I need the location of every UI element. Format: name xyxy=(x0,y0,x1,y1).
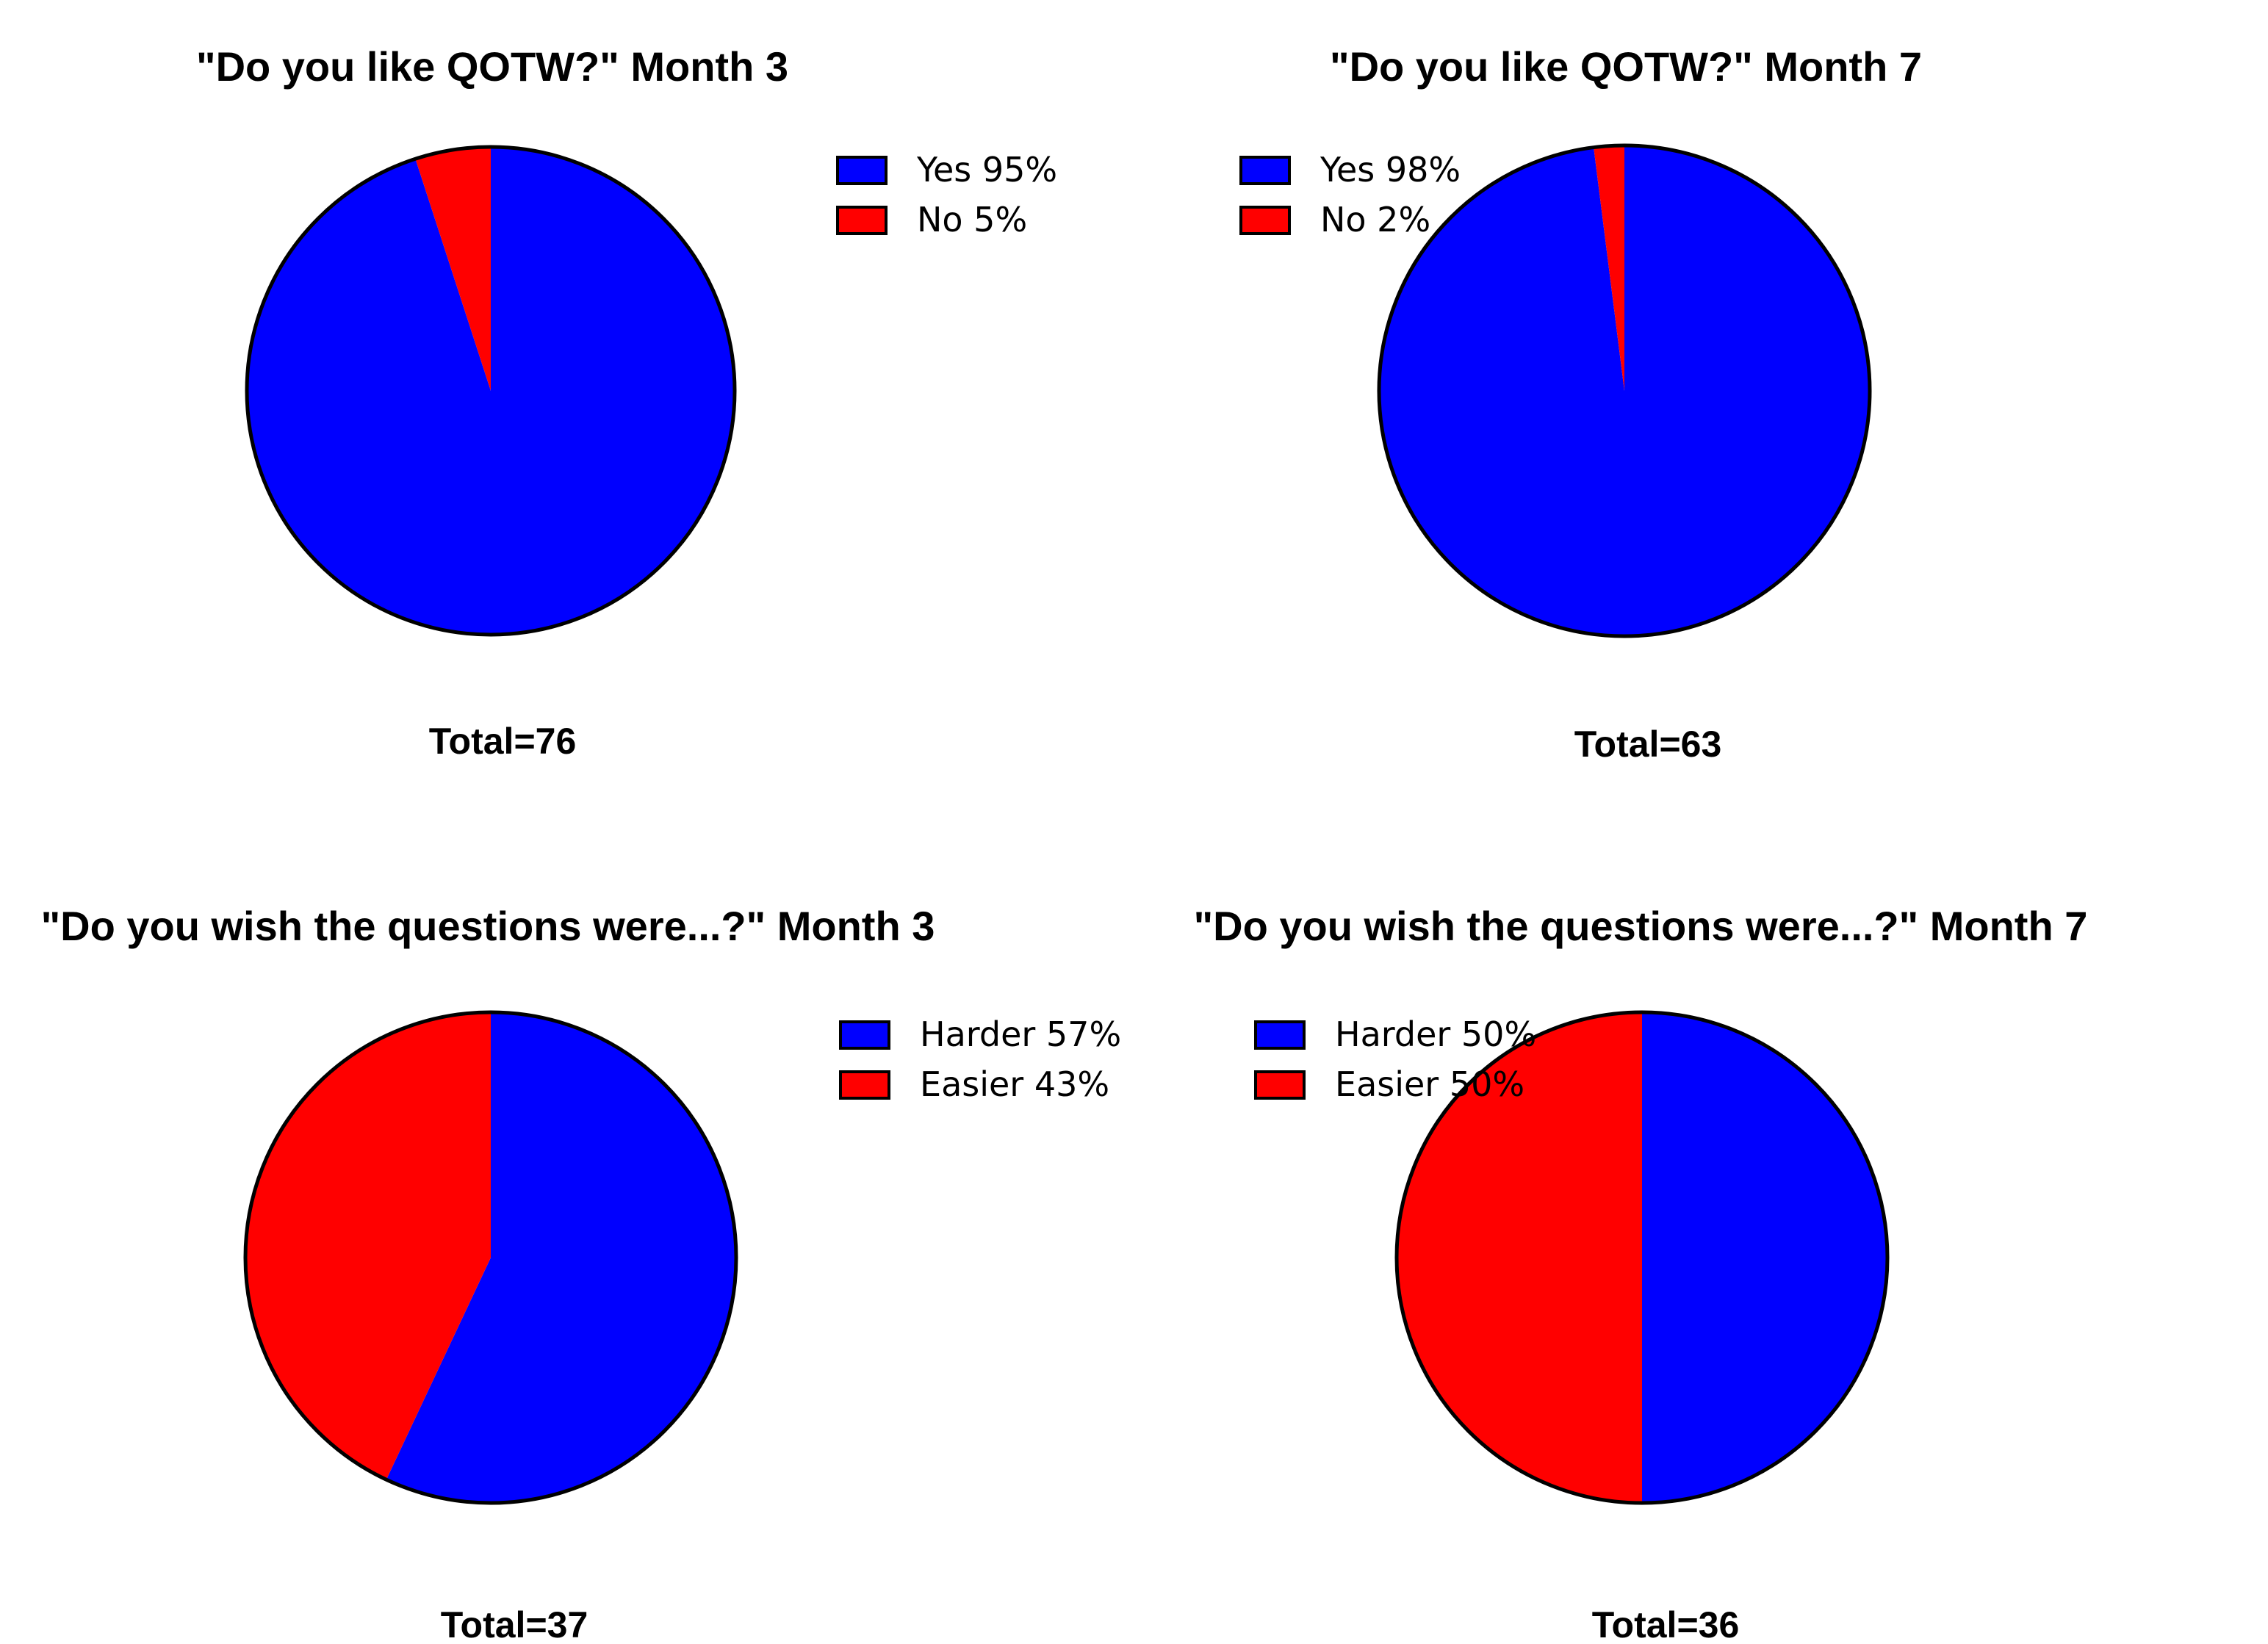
pie-chart-1: "Do you like QOTW?" Month 3 Yes 95% No 5% T… xyxy=(196,43,1057,762)
legend-swatch-easier xyxy=(1254,1070,1306,1100)
pie-chart-panel-3: "Do you wish the questions were...?" Mon… xyxy=(0,822,1134,1644)
legend-swatch-no xyxy=(836,206,888,235)
legend-label-harder: Harder 50% xyxy=(1335,1014,1536,1054)
total-label: Total=76 xyxy=(429,721,577,762)
total-label: Total=36 xyxy=(1592,1604,1740,1644)
pie-outline xyxy=(243,1010,738,1505)
legend-label-no: No 5% xyxy=(917,200,1027,239)
legend-label-no: No 2% xyxy=(1320,200,1430,239)
legend-swatch-harder xyxy=(1254,1020,1306,1050)
chart-title: "Do you like QOTW?" Month 3 xyxy=(196,43,788,90)
pie-slice-harder xyxy=(1642,1012,1887,1503)
pie-slice-easier xyxy=(1397,1012,1642,1503)
legend-label-easier: Easier 50% xyxy=(1335,1064,1524,1104)
pie-slice-easier xyxy=(245,1012,491,1480)
legend-swatch-no xyxy=(1239,206,1291,235)
legend-swatch-yes xyxy=(1239,156,1291,185)
legend-swatch-easier xyxy=(839,1070,890,1100)
pie-slice-no xyxy=(1594,145,1624,391)
legend-swatch-harder xyxy=(839,1020,890,1050)
pie-outline xyxy=(245,145,737,637)
pie-chart-3: "Do you wish the questions were...?" Mon… xyxy=(41,903,1122,1644)
pie-outline xyxy=(1377,143,1872,638)
pie-chart-panel-2: "Do you like QOTW?" Month 7 Yes 98% No 2% T… xyxy=(1134,0,2267,822)
total-label: Total=37 xyxy=(441,1604,588,1644)
pie-chart-panel-1: "Do you like QOTW?" Month 3 Yes 95% No 5% T… xyxy=(0,0,1134,822)
legend-label-yes: Yes 98% xyxy=(1320,150,1461,190)
pie-slice-harder xyxy=(386,1012,736,1503)
total-label: Total=63 xyxy=(1574,724,1722,765)
pie-chart-2: "Do you like QOTW?" Month 7 Yes 98% No 2% T… xyxy=(1239,43,1922,765)
chart-title: "Do you wish the questions were...?" Mon… xyxy=(1194,903,2088,949)
legend-swatch-yes xyxy=(836,156,888,185)
chart-title: "Do you like QOTW?" Month 7 xyxy=(1330,43,1922,90)
pie-chart-4: "Do you wish the questions were...?" Mon… xyxy=(1194,903,2088,1644)
pie-slice-no xyxy=(415,147,491,391)
pie-chart-panel-4: "Do you wish the questions were...?" Mon… xyxy=(1134,822,2267,1644)
legend-label-harder: Harder 57% xyxy=(920,1014,1121,1054)
chart-title: "Do you wish the questions were...?" Mon… xyxy=(41,903,935,949)
legend-label-yes: Yes 95% xyxy=(916,150,1057,190)
legend-label-easier: Easier 43% xyxy=(920,1064,1109,1104)
pie-outline xyxy=(1394,1010,1890,1505)
pie-slice-yes xyxy=(1378,145,1870,636)
